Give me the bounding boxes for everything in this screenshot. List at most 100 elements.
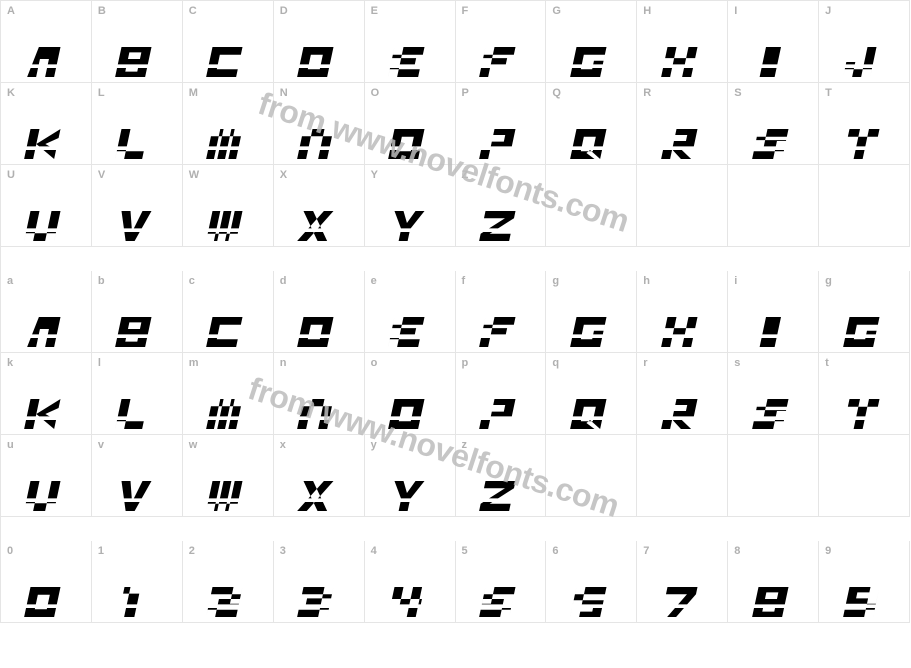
glyph	[819, 303, 909, 347]
glyph-cell[interactable]: z	[456, 435, 547, 517]
cell-key-label: t	[825, 357, 829, 369]
glyph-cell[interactable]: U	[1, 165, 92, 247]
glyph-cell[interactable]: J	[819, 1, 910, 83]
glyph-cell[interactable]: f	[456, 271, 547, 353]
glyph-cell[interactable]: 6	[546, 541, 637, 623]
glyph-cell[interactable]: 0	[1, 541, 92, 623]
glyph-cell[interactable]: k	[1, 353, 92, 435]
cell-key-label: L	[98, 87, 105, 99]
glyph-cell[interactable]: T	[819, 83, 910, 165]
glyph-cell[interactable]: N	[274, 83, 365, 165]
glyph-cell[interactable]: b	[92, 271, 183, 353]
glyph	[728, 33, 818, 77]
glyph-cell[interactable]: n	[274, 353, 365, 435]
glyph	[1, 303, 91, 347]
glyph-cell[interactable]: d	[274, 271, 365, 353]
glyph-cell[interactable]: Q	[546, 83, 637, 165]
glyph-cell[interactable]: Z	[456, 165, 547, 247]
cell-key-label: U	[7, 169, 15, 181]
glyph-cell[interactable]: m	[183, 353, 274, 435]
glyph-cell[interactable]: D	[274, 1, 365, 83]
cell-key-label: V	[98, 169, 105, 181]
glyph-cell[interactable]: P	[456, 83, 547, 165]
glyph	[456, 467, 546, 511]
cell-key-label: F	[462, 5, 469, 17]
glyph-cell[interactable]: F	[456, 1, 547, 83]
glyph-cell[interactable]: p	[456, 353, 547, 435]
cell-key-label: z	[462, 439, 468, 451]
glyph-cell[interactable]: v	[92, 435, 183, 517]
cell-key-label: x	[280, 439, 286, 451]
cell-key-label: 2	[189, 545, 195, 557]
glyph-cell[interactable]: I	[728, 1, 819, 83]
glyph-cell[interactable]: 8	[728, 541, 819, 623]
glyph-cell[interactable]: K	[1, 83, 92, 165]
glyph-cell[interactable]: r	[637, 353, 728, 435]
cell-key-label: C	[189, 5, 197, 17]
glyph	[546, 573, 636, 617]
glyph-cell[interactable]: 9	[819, 541, 910, 623]
glyph	[274, 385, 364, 429]
glyph-cell[interactable]: u	[1, 435, 92, 517]
glyph-cell[interactable]: 5	[456, 541, 547, 623]
glyph-cell[interactable]: x	[274, 435, 365, 517]
glyph-cell[interactable]: A	[1, 1, 92, 83]
glyph-cell[interactable]: 7	[637, 541, 728, 623]
glyph-cell[interactable]: H	[637, 1, 728, 83]
glyph-cell[interactable]: Y	[365, 165, 456, 247]
cell-key-label: H	[643, 5, 651, 17]
glyph	[183, 33, 273, 77]
glyph-cell[interactable]: q	[546, 353, 637, 435]
glyph-cell[interactable]: i	[728, 271, 819, 353]
glyph-cell[interactable]: V	[92, 165, 183, 247]
cell-key-label: J	[825, 5, 831, 17]
glyph	[274, 467, 364, 511]
glyph	[92, 197, 182, 241]
cell-key-label: a	[7, 275, 13, 287]
cell-key-label: g	[825, 275, 832, 287]
glyph	[1, 385, 91, 429]
glyph-cell[interactable]: o	[365, 353, 456, 435]
glyph	[183, 197, 273, 241]
glyph-cell[interactable]: W	[183, 165, 274, 247]
glyph-cell[interactable]: C	[183, 1, 274, 83]
empty-cell	[637, 165, 728, 247]
glyph	[274, 573, 364, 617]
glyph-cell[interactable]: l	[92, 353, 183, 435]
glyph-cell[interactable]: c	[183, 271, 274, 353]
cell-key-label: O	[371, 87, 380, 99]
glyph	[365, 115, 455, 159]
cell-key-label: 9	[825, 545, 831, 557]
glyph	[183, 385, 273, 429]
glyph	[365, 385, 455, 429]
glyph-cell[interactable]: R	[637, 83, 728, 165]
glyph-cell[interactable]: E	[365, 1, 456, 83]
glyph	[456, 115, 546, 159]
glyph-cell[interactable]: e	[365, 271, 456, 353]
glyph-cell[interactable]: g	[546, 271, 637, 353]
cell-key-label: y	[371, 439, 377, 451]
glyph-cell[interactable]: X	[274, 165, 365, 247]
glyph-cell[interactable]: M	[183, 83, 274, 165]
glyph-cell[interactable]: B	[92, 1, 183, 83]
glyph-cell[interactable]: 4	[365, 541, 456, 623]
glyph-cell[interactable]: 1	[92, 541, 183, 623]
cell-key-label: R	[643, 87, 651, 99]
glyph-cell[interactable]: t	[819, 353, 910, 435]
cell-key-label: i	[734, 275, 737, 287]
glyph-cell[interactable]: g	[819, 271, 910, 353]
glyph-cell[interactable]: s	[728, 353, 819, 435]
glyph-cell[interactable]: 3	[274, 541, 365, 623]
glyph-cell[interactable]: w	[183, 435, 274, 517]
glyph-cell[interactable]: G	[546, 1, 637, 83]
cell-key-label: m	[189, 357, 199, 369]
glyph-cell[interactable]: 2	[183, 541, 274, 623]
glyph-cell[interactable]: S	[728, 83, 819, 165]
glyph-cell[interactable]: O	[365, 83, 456, 165]
glyph-cell[interactable]: a	[1, 271, 92, 353]
glyph-cell[interactable]: y	[365, 435, 456, 517]
glyph-cell[interactable]: h	[637, 271, 728, 353]
cell-key-label: w	[189, 439, 198, 451]
cell-key-label: 3	[280, 545, 286, 557]
glyph-cell[interactable]: L	[92, 83, 183, 165]
